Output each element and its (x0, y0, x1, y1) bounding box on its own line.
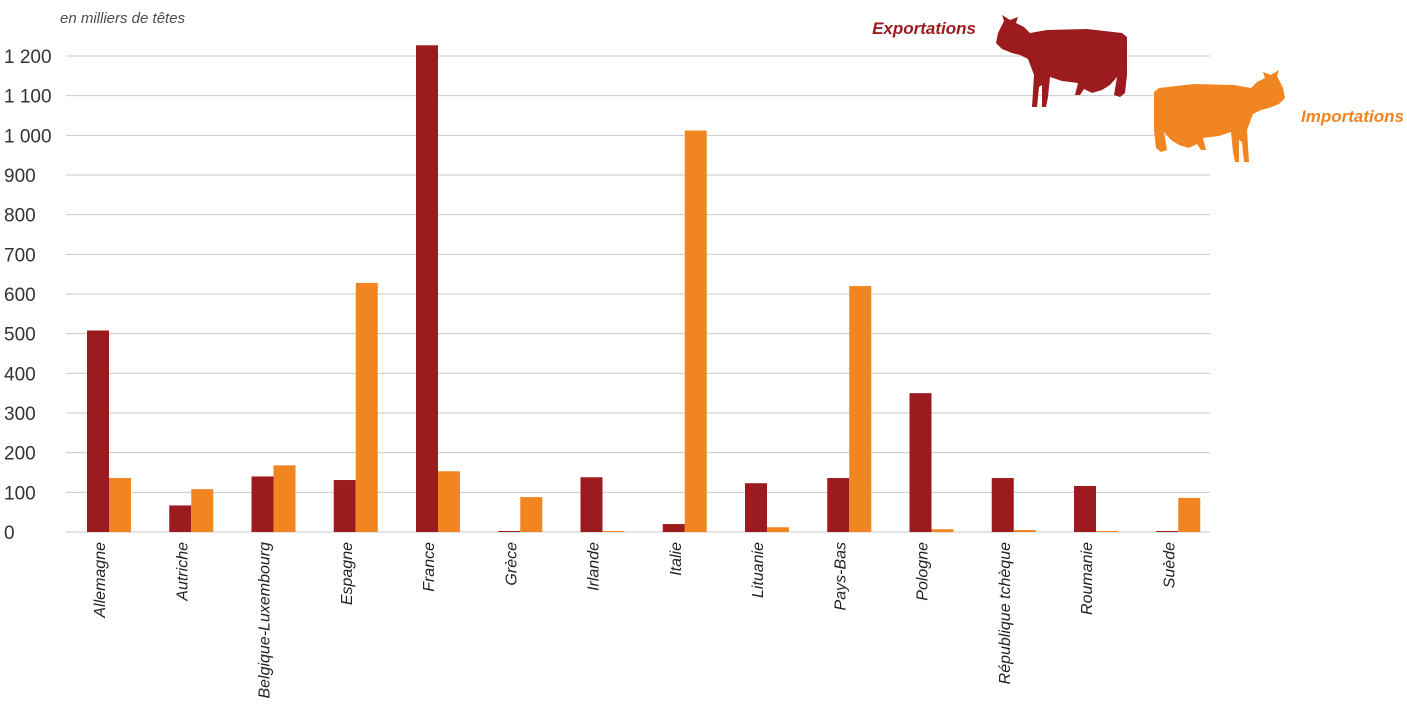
x-tick-label: République tchèque (997, 542, 1014, 684)
x-tick-label: Pays-Bas (832, 542, 849, 610)
bar-importations (355, 282, 378, 532)
x-tick-label: Lituanie (750, 542, 767, 598)
y-tick-label: 600 (4, 285, 36, 306)
bar-importations (931, 529, 954, 532)
cow-icon (1154, 70, 1285, 162)
bar-exportations (580, 477, 603, 532)
x-axis-ticks: Allemagne Autriche Belgique-Luxembourg Espa… (92, 542, 1178, 699)
bar-exportations (909, 393, 932, 532)
legend-label-importations: Importations (1301, 107, 1404, 126)
y-tick-label: 400 (4, 364, 36, 385)
y-axis-ticks: 0 100 200 300 400 500 600 700 800 900 1 000 1 100 1 … (4, 47, 52, 544)
bar-exportations (87, 330, 109, 532)
y-tick-label: 900 (4, 166, 36, 187)
y-tick-label: 200 (4, 444, 36, 465)
x-tick-label: France (421, 542, 438, 592)
bar-importations (520, 497, 543, 532)
bar-exportations (745, 483, 767, 532)
y-tick-label: 800 (4, 206, 36, 227)
x-tick-label: Autriche (174, 542, 191, 602)
bar-importations (684, 130, 707, 532)
bar-exportations (498, 531, 521, 532)
y-tick-label: 500 (4, 325, 36, 346)
bar-importations (109, 478, 131, 532)
bar-importations (1013, 530, 1036, 532)
y-tick-label: 300 (4, 404, 36, 425)
bars (87, 45, 1201, 532)
bar-exportations (169, 505, 192, 532)
bar-exportations (1156, 531, 1179, 532)
bar-exportations (1074, 485, 1096, 532)
x-tick-label: Roumanie (1079, 542, 1096, 615)
bar-exportations (827, 478, 850, 532)
legend-label-exportations: Exportations (872, 19, 976, 38)
bar-exportations (416, 45, 438, 532)
x-tick-label: Grèce (503, 542, 520, 586)
legend-importations: Importations (1154, 70, 1404, 162)
x-tick-label: Belgique-Luxembourg (257, 542, 274, 699)
x-tick-label: Irlande (586, 542, 603, 591)
x-tick-label: Espagne (339, 542, 356, 605)
bar-exportations (333, 480, 356, 532)
cow-icon (996, 15, 1127, 107)
bar-exportations (251, 476, 274, 532)
bar-importations (849, 286, 872, 532)
bar-importations (273, 465, 296, 532)
bar-importations (191, 489, 214, 532)
x-tick-label: Suède (1161, 542, 1178, 588)
x-tick-label: Italie (668, 542, 685, 576)
legend-exportations: Exportations (872, 15, 1127, 107)
bar-exportations (662, 524, 685, 532)
x-tick-label: Allemagne (92, 542, 109, 619)
bar-exportations (991, 478, 1014, 532)
y-tick-label: 1 200 (4, 47, 52, 68)
y-tick-label: 1 100 (4, 87, 52, 108)
bar-importations (1178, 497, 1201, 532)
bar-importations (438, 471, 460, 532)
y-tick-label: 700 (4, 245, 36, 266)
bar-importations (602, 531, 625, 532)
x-tick-label: Pologne (915, 542, 932, 601)
y-tick-label: 1 000 (4, 126, 52, 147)
gridlines (66, 55, 1210, 533)
y-tick-label: 100 (4, 483, 36, 504)
bar-importations (767, 527, 789, 532)
y-tick-label: 0 (4, 523, 15, 544)
bar-importations (1096, 531, 1118, 532)
unit-label: en milliers de têtes (60, 10, 186, 27)
